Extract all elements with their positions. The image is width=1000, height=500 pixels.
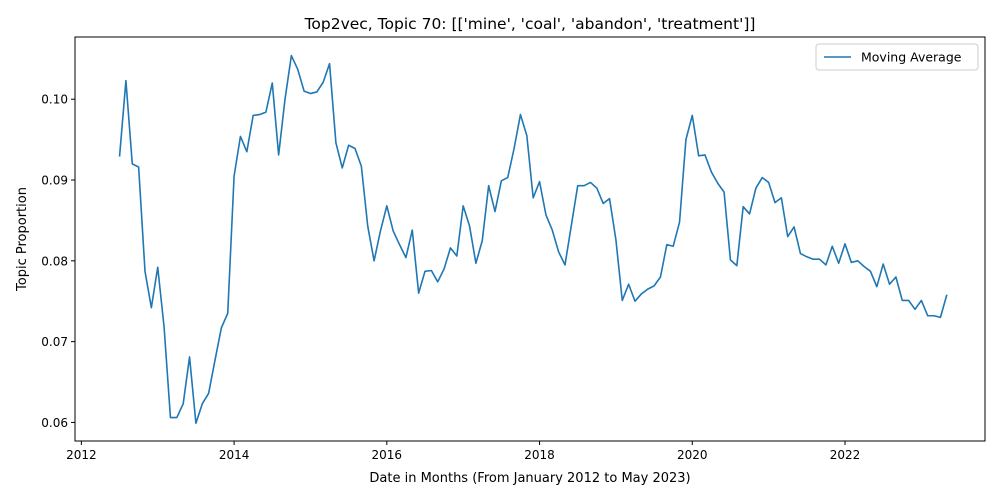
series-line-moving-average [118, 54, 948, 425]
legend-label: Moving Average [861, 50, 962, 65]
x-axis-ticks: 2012 2014 2016 2018 2020 2022 [66, 441, 860, 462]
x-axis-label: Date in Months (From January 2012 to May… [369, 471, 690, 486]
x-tick-label: 2022 [830, 448, 861, 462]
x-tick-label: 2014 [219, 448, 250, 462]
x-tick-label: 2016 [372, 448, 403, 462]
plot-frame [74, 36, 986, 442]
y-tick-label: 0.06 [41, 416, 68, 430]
chart-title: Top2vec, Topic 70: [['mine', 'coal', 'ab… [304, 15, 756, 33]
y-tick-label: 0.07 [41, 335, 68, 349]
y-tick-label: 0.09 [41, 174, 68, 188]
y-tick-label: 0.10 [41, 93, 68, 107]
y-axis-label: Topic Proportion [15, 187, 30, 292]
axes: 2012 2014 2016 2018 2020 2022 0.060.070.080.0… [41, 36, 986, 462]
y-tick-label: 0.08 [41, 254, 68, 268]
x-tick-label: 2012 [66, 448, 97, 462]
x-tick-label: 2020 [677, 448, 708, 462]
plot-area [118, 54, 948, 425]
x-tick-label: 2018 [524, 448, 555, 462]
legend-box [815, 43, 979, 71]
legend: Moving Average [815, 43, 979, 71]
y-axis-ticks: 0.06 0.07 0.08 0.09 0.10 [41, 93, 75, 430]
